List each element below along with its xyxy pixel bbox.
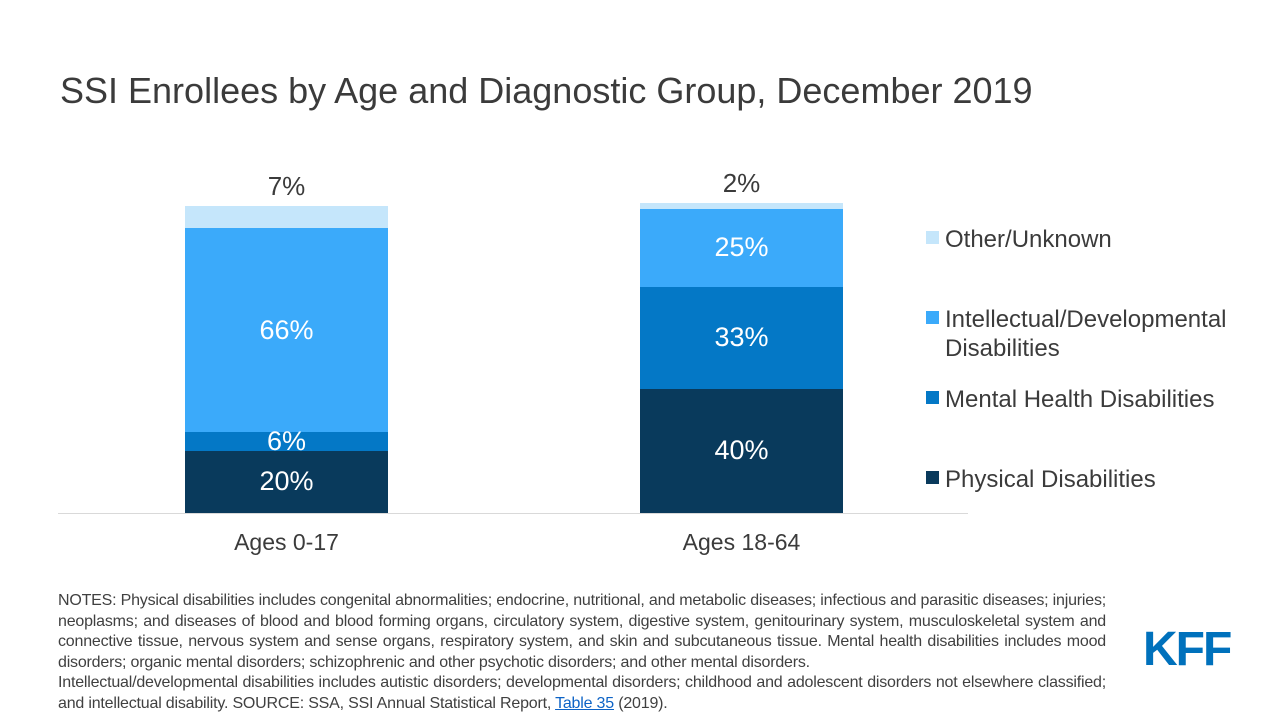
segment-value-label: 20% [259, 466, 314, 497]
above-bar-value-label: 2% [722, 168, 761, 198]
above-bar-value-label: 7% [267, 171, 306, 202]
bar-segment: 20% [185, 450, 388, 513]
notes-paragraph-2-suffix: (2019). [613, 694, 668, 712]
legend-swatch-icon [926, 231, 939, 244]
notes-paragraph-2: Intellectual/developmental disabilities … [58, 673, 1106, 714]
legend-label: Intellectual/Developmental Disabilities [945, 306, 1227, 362]
chart-title: SSI Enrollees by Age and Diagnostic Grou… [60, 70, 1033, 111]
notes-paragraph-1: NOTES: Physical disabilities includes co… [58, 592, 1106, 671]
x-axis-label: Ages 0-17 [234, 529, 339, 555]
bar-segment: 25% [640, 209, 843, 287]
legend-label: Physical Disabilities [945, 466, 1156, 493]
bar-segment: 66% [185, 227, 388, 433]
segment-value-label: 33% [714, 322, 769, 353]
x-axis-label: Ages 18-64 [682, 529, 801, 555]
legend-swatch-icon [926, 311, 939, 324]
legend-item: Intellectual/Developmental Disabilities [926, 305, 1245, 363]
legend-item: Mental Health Disabilities [926, 385, 1245, 414]
bar-segment: 40% [640, 388, 843, 513]
segment-value-label: 25% [714, 232, 769, 263]
legend-label: Mental Health Disabilities [945, 386, 1215, 413]
notes-paragraph-2-text: Intellectual/developmental disabilities … [58, 674, 1106, 712]
bar-segment: 6% [185, 428, 388, 455]
legend-item: Physical Disabilities [926, 465, 1245, 494]
legend-label: Other/Unknown [945, 226, 1112, 253]
notes: NOTES: Physical disabilities includes co… [58, 591, 1106, 714]
stacked-bar: 66% 6% 20% [185, 206, 388, 513]
segment-value-label: 66% [259, 314, 314, 345]
table-35-link[interactable]: Table 35 [555, 694, 614, 712]
segment-value-label: 40% [714, 435, 769, 466]
segment-value-label: 6% [266, 426, 307, 457]
kff-logo: KFF [1143, 623, 1232, 676]
legend-item: Other/Unknown [926, 225, 1245, 254]
bar-segment [185, 206, 388, 228]
bar-segment: 33% [640, 286, 843, 389]
x-axis-line [58, 513, 968, 514]
stacked-bar: 25% 33% 40% [640, 203, 843, 513]
bar-segment [640, 203, 843, 210]
legend-swatch-icon [926, 471, 939, 484]
legend-swatch-icon [926, 391, 939, 404]
